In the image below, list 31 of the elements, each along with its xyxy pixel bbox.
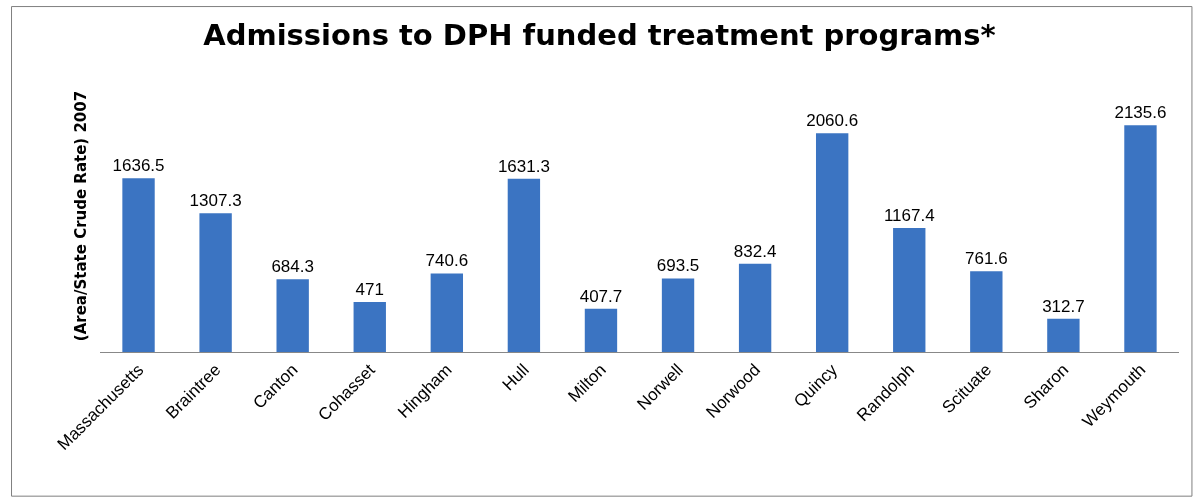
bar — [353, 302, 386, 352]
data-label: 761.6 — [965, 249, 1008, 269]
data-label: 2135.6 — [1114, 103, 1167, 123]
data-label: 2060.6 — [806, 111, 859, 131]
bar — [584, 308, 618, 352]
bar — [661, 278, 695, 352]
bar — [507, 178, 541, 352]
bar — [122, 178, 155, 352]
bar — [970, 271, 1003, 352]
data-label: 832.4 — [733, 241, 777, 261]
data-label: 1631.3 — [497, 156, 550, 176]
data-label: 693.5 — [656, 256, 700, 276]
bar — [199, 213, 232, 352]
bar — [430, 273, 464, 352]
data-label: 471 — [355, 280, 384, 300]
data-label: 1636.5 — [112, 156, 165, 176]
y-axis-title: (Area/State Crude Rate) 2007 — [72, 90, 91, 342]
bar — [276, 279, 309, 352]
data-label: 1307.3 — [189, 191, 242, 211]
data-label: 740.6 — [425, 251, 469, 271]
bar — [893, 228, 926, 352]
data-label: 1167.4 — [883, 206, 935, 226]
chart-title: Admissions to DPH funded treatment programs* — [203, 17, 996, 52]
data-label: 684.3 — [271, 257, 314, 277]
bar — [815, 133, 849, 352]
data-label: 312.7 — [1042, 296, 1085, 316]
bar — [1124, 125, 1157, 352]
data-label: 407.7 — [579, 286, 623, 306]
bar — [1047, 318, 1080, 352]
x-tick-label: Hull — [498, 360, 533, 395]
bar — [738, 263, 772, 352]
